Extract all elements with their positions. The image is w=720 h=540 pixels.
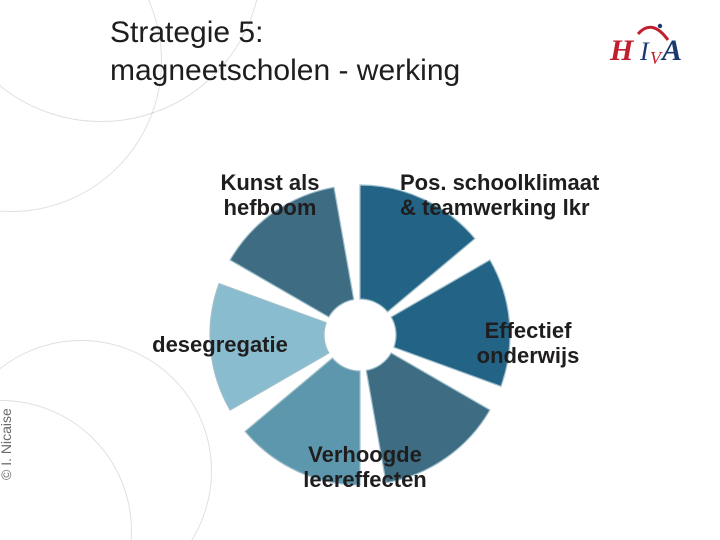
title-line-1: Strategie 5: <box>110 16 263 49</box>
logo-letter-h: H <box>609 34 635 67</box>
label-desegregatie: desegregatie <box>120 332 320 357</box>
title-line-2: magneetscholen - werking <box>110 54 460 87</box>
copyright-text: © I. Nicaise <box>0 408 14 480</box>
page-title: Strategie 5: magneetscholen - werking <box>110 14 460 89</box>
label-verhoogde: Verhoogde leereffecten <box>265 442 465 493</box>
logo-letter-i: I <box>639 37 650 66</box>
chart-center <box>335 310 385 360</box>
label-kunst: Kunst als hefboom <box>190 170 350 221</box>
label-effectief: Effectief onderwijs <box>438 318 618 369</box>
logo-hiva: H I A V <box>602 20 692 70</box>
slide: { "title": { "line1": "Strategie 5:", "l… <box>0 0 720 540</box>
label-schoolklimaat: Pos. schoolklimaat & teamwerking lkr <box>400 170 660 221</box>
logo-letter-a: A <box>660 34 682 67</box>
